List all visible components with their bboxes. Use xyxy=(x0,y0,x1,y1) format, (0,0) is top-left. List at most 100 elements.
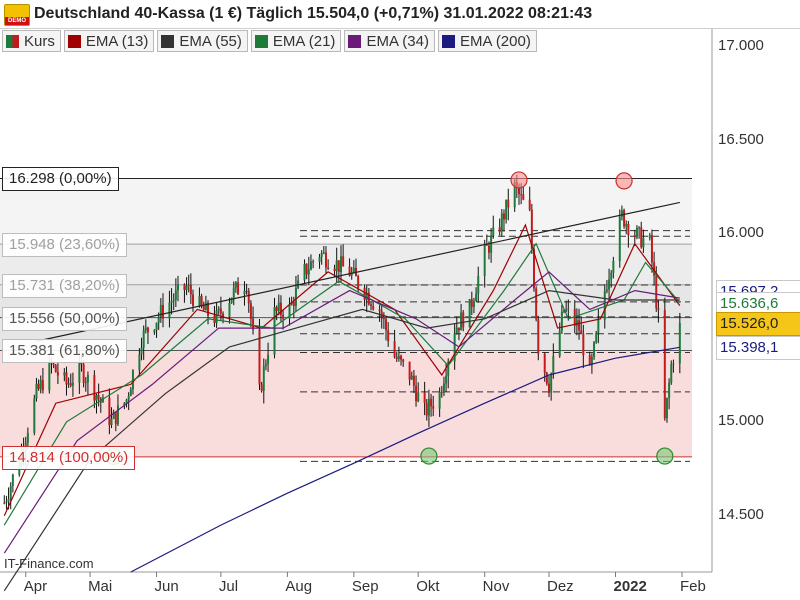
candle-body xyxy=(678,323,681,364)
x-tick-label: Jul xyxy=(218,578,239,595)
candle-body xyxy=(618,216,621,261)
candle-body xyxy=(146,327,149,333)
candle-body xyxy=(222,313,225,317)
candle-body xyxy=(490,235,493,253)
candle-body xyxy=(129,389,132,397)
candle-body xyxy=(633,235,636,238)
legend-swatch xyxy=(254,34,268,48)
candle-body xyxy=(507,199,510,208)
legend-label: EMA (55) xyxy=(179,32,242,50)
legend-item[interactable]: EMA (34) xyxy=(344,30,435,52)
candle-body xyxy=(533,249,535,289)
candle-body xyxy=(378,309,381,312)
legend-label: EMA (21) xyxy=(272,32,336,50)
candle-body xyxy=(198,296,201,306)
candle-body xyxy=(320,253,323,258)
candle-body xyxy=(397,355,400,360)
legend-item[interactable]: EMA (21) xyxy=(250,30,342,52)
candle-body xyxy=(327,267,330,269)
candle-body xyxy=(200,296,203,306)
candle-body xyxy=(438,391,441,409)
candle-body xyxy=(237,282,240,295)
candle-body xyxy=(153,330,156,333)
legend-label: EMA (200) xyxy=(459,32,531,50)
candle-body xyxy=(292,301,295,307)
candle-body xyxy=(204,302,207,311)
candle-body xyxy=(663,309,666,419)
candle-body xyxy=(48,361,51,391)
swing-high-marker xyxy=(615,172,633,190)
price-box: 15.636,6 xyxy=(716,291,800,316)
candle-body xyxy=(9,485,12,499)
candle-body xyxy=(215,310,218,323)
candle-body xyxy=(97,395,100,399)
ema-line xyxy=(3,289,680,592)
candle-body xyxy=(174,290,177,300)
candle-body xyxy=(447,361,450,376)
candle-body xyxy=(324,252,327,268)
x-tick-label: Sep xyxy=(351,578,379,595)
candle-body xyxy=(142,329,145,348)
ema-line xyxy=(3,271,680,554)
ema-line xyxy=(130,346,680,573)
candle-body xyxy=(202,305,205,311)
candle-body xyxy=(157,317,160,323)
candle-body xyxy=(127,396,130,400)
candle-body xyxy=(432,406,435,409)
candle-body xyxy=(505,199,508,220)
candle-body xyxy=(288,304,291,319)
legend-item[interactable]: EMA (13) xyxy=(63,30,155,52)
candle-body xyxy=(56,372,59,376)
candle-body xyxy=(543,353,546,373)
candle-body xyxy=(170,300,173,303)
candle-body xyxy=(475,293,478,302)
candle-body xyxy=(517,187,520,195)
y-tick-label: 16.000 xyxy=(718,224,764,242)
x-tick-label: Apr xyxy=(23,578,48,595)
candle-body xyxy=(608,279,611,290)
candle-body xyxy=(335,260,338,271)
x-tick-label: Nov xyxy=(482,578,510,595)
candle-body xyxy=(385,319,388,331)
candle-body xyxy=(580,330,583,334)
candle-body xyxy=(52,363,55,366)
candle-body xyxy=(597,319,600,333)
candle-body xyxy=(264,363,267,367)
candle-body xyxy=(54,365,57,373)
candle-body xyxy=(230,297,233,304)
candle-body xyxy=(348,266,351,276)
candle-body xyxy=(140,347,143,355)
legend-item[interactable]: EMA (55) xyxy=(157,30,248,52)
candle-body xyxy=(567,308,570,310)
candle-body xyxy=(123,402,126,406)
candle-body xyxy=(245,290,248,292)
candle-body xyxy=(565,309,568,311)
candle-body xyxy=(657,308,660,310)
candle-body xyxy=(33,398,36,434)
candle-body xyxy=(282,314,285,319)
candle-body xyxy=(625,223,628,227)
fib-level-label: 15.731 (38,20%) xyxy=(2,273,127,298)
candle-body xyxy=(333,268,336,271)
candle-body xyxy=(545,372,548,384)
candle-body xyxy=(440,391,443,393)
legend-item[interactable]: Kurs xyxy=(2,30,61,52)
candle-body xyxy=(502,213,505,220)
fib-level-label: 15.948 (23,60%) xyxy=(2,233,127,258)
candle-body xyxy=(500,213,503,232)
candle-body xyxy=(65,372,68,385)
candle-body xyxy=(71,382,74,386)
candle-body xyxy=(408,361,411,380)
price-box: 15.526,0 xyxy=(716,312,800,337)
candle-body xyxy=(217,308,220,311)
candle-body xyxy=(114,411,117,425)
candle-body xyxy=(247,290,250,304)
demo-logo: DEMO xyxy=(4,4,30,26)
legend-item[interactable]: EMA (200) xyxy=(437,30,537,52)
candle-body xyxy=(228,303,231,317)
candle-body xyxy=(623,210,626,227)
candle-body xyxy=(665,397,668,419)
candle-body xyxy=(455,327,458,334)
